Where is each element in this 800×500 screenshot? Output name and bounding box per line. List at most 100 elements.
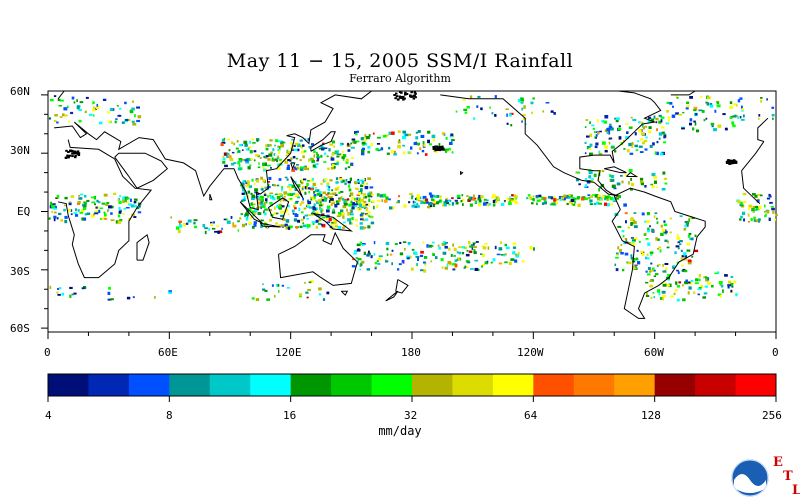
- rain-cell: [270, 167, 272, 169]
- rain-cell: [595, 136, 597, 139]
- rain-cell: [91, 201, 96, 204]
- rain-cell: [88, 113, 93, 116]
- rain-cell: [259, 156, 262, 159]
- rain-cell: [49, 99, 54, 102]
- rain-cell: [386, 253, 389, 257]
- rain-cell: [432, 252, 434, 256]
- rain-cell: [382, 135, 387, 138]
- colorbar-swatch: [452, 374, 494, 396]
- rain-cell: [306, 204, 310, 208]
- rain-cell: [714, 109, 717, 113]
- rain-cell: [660, 224, 663, 228]
- rain-cell: [618, 136, 622, 140]
- rain-cell: [291, 209, 295, 213]
- rain-cell: [662, 295, 667, 298]
- rain-cell: [451, 197, 454, 200]
- rain-cell: [260, 206, 262, 209]
- rain-cell: [354, 131, 357, 134]
- rain-cell: [689, 238, 692, 241]
- rain-cell: [237, 167, 242, 171]
- rain-cell: [419, 147, 422, 150]
- coastline-java: [259, 222, 281, 228]
- rain-cell: [250, 202, 253, 206]
- rain-cell: [361, 152, 365, 156]
- rain-cell: [306, 186, 308, 190]
- rain-cell: [693, 120, 696, 123]
- rain-cell: [646, 212, 650, 216]
- rain-cell: [204, 227, 208, 230]
- rain-cell: [136, 119, 140, 123]
- rain-cell: [365, 203, 368, 206]
- rain-cell: [247, 166, 251, 170]
- rain-cell: [660, 232, 664, 236]
- rain-cell: [212, 221, 215, 224]
- rain-cell: [357, 258, 362, 261]
- rain-cell: [129, 109, 132, 112]
- rain-cell: [622, 235, 625, 238]
- rain-cell: [348, 188, 352, 192]
- rain-cell: [454, 199, 458, 202]
- rain-cell: [415, 136, 419, 140]
- chart-title: May 11 − 15, 2005 SSM/I Rainfall: [226, 50, 574, 72]
- rain-cell: [411, 196, 414, 200]
- rain-cell: [301, 187, 304, 191]
- rain-cell: [354, 199, 359, 202]
- coastline-madagascar: [136, 233, 150, 261]
- rain-cell: [385, 196, 389, 200]
- rain-cell: [594, 136, 596, 139]
- rain-cell: [231, 151, 235, 154]
- rain-cell: [591, 124, 595, 127]
- rain-cell: [318, 293, 322, 296]
- rain-cell: [299, 159, 302, 162]
- no-data-cell: [413, 91, 417, 94]
- rain-cell: [53, 211, 57, 214]
- rain-cell: [293, 145, 296, 147]
- colorbar-swatch: [573, 374, 615, 396]
- rain-cell: [259, 195, 263, 199]
- rain-cell: [656, 141, 659, 144]
- rain-cell: [482, 202, 487, 206]
- rain-cell: [423, 144, 426, 147]
- rain-cell: [335, 181, 339, 184]
- rain-cell: [500, 254, 505, 256]
- rain-cell: [359, 268, 362, 271]
- rain-cell: [743, 114, 745, 118]
- rain-cell: [122, 196, 125, 200]
- rain-cell: [563, 199, 566, 202]
- rain-cell: [640, 177, 644, 181]
- rain-cell: [305, 291, 309, 294]
- rain-cell: [448, 247, 451, 251]
- rain-cell: [570, 199, 575, 202]
- rain-cell: [571, 197, 576, 199]
- no-data-cell: [435, 148, 438, 150]
- rain-cell: [665, 122, 669, 125]
- rain-cell: [259, 202, 263, 205]
- rain-cell: [508, 201, 512, 205]
- rain-cell: [469, 95, 473, 99]
- rain-cell: [241, 223, 245, 228]
- rain-cell: [751, 208, 755, 212]
- rain-cell: [477, 268, 480, 271]
- rain-cell: [73, 292, 77, 295]
- rain-cell: [606, 197, 609, 201]
- rain-cell: [291, 184, 295, 188]
- rain-cell: [462, 99, 466, 101]
- rain-cell: [630, 116, 633, 119]
- rain-cell: [680, 249, 683, 252]
- rain-cell: [239, 160, 243, 163]
- rain-cell: [458, 251, 461, 255]
- rain-cell: [656, 151, 659, 156]
- rain-cell: [265, 200, 268, 204]
- rain-cell: [303, 178, 307, 181]
- rain-cell: [420, 250, 424, 254]
- rain-cell: [210, 223, 213, 227]
- rain-cell: [416, 196, 420, 200]
- rain-cell: [450, 133, 454, 137]
- rain-cell: [402, 136, 406, 140]
- rain-cell: [698, 109, 703, 112]
- rain-cell: [110, 298, 114, 301]
- rain-cell: [430, 260, 432, 263]
- rain-cell: [241, 192, 245, 195]
- rain-cell: [429, 204, 433, 208]
- rain-cell: [769, 201, 773, 204]
